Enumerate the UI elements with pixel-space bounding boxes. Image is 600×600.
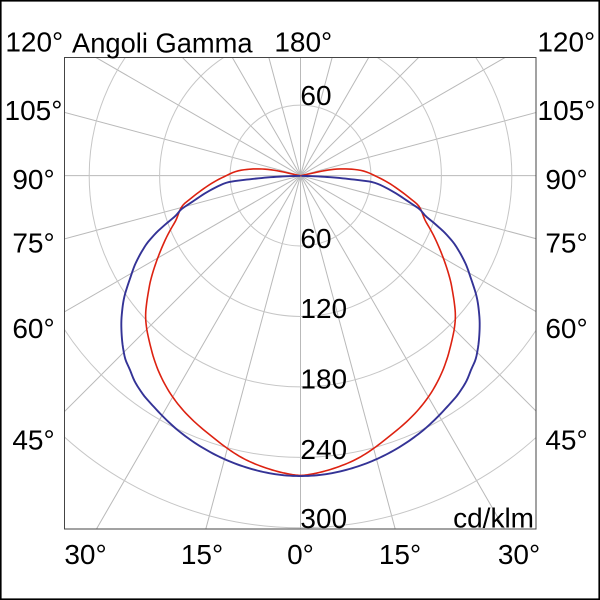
svg-text:30°: 30°	[64, 539, 106, 570]
svg-text:90°: 90°	[545, 164, 587, 195]
svg-text:90°: 90°	[12, 164, 54, 195]
svg-text:45°: 45°	[545, 425, 587, 456]
svg-text:30°: 30°	[498, 539, 540, 570]
svg-text:180°: 180°	[274, 27, 332, 58]
svg-text:75°: 75°	[545, 227, 587, 258]
svg-text:120°: 120°	[5, 27, 63, 58]
svg-text:60°: 60°	[12, 313, 54, 344]
svg-text:120°: 120°	[537, 27, 595, 58]
svg-text:60°: 60°	[545, 313, 587, 344]
svg-text:240: 240	[300, 434, 347, 465]
svg-text:60: 60	[300, 80, 331, 111]
svg-text:15°: 15°	[181, 539, 223, 570]
svg-text:180: 180	[300, 364, 347, 395]
svg-text:15°: 15°	[379, 539, 421, 570]
svg-text:60: 60	[300, 223, 331, 254]
svg-text:45°: 45°	[12, 425, 54, 456]
svg-text:75°: 75°	[12, 227, 54, 258]
svg-text:0°: 0°	[287, 539, 314, 570]
svg-text:105°: 105°	[538, 95, 596, 126]
svg-text:120: 120	[300, 293, 347, 324]
svg-text:105°: 105°	[5, 95, 63, 126]
svg-text:300: 300	[300, 503, 347, 534]
svg-text:cd/klm: cd/klm	[453, 503, 534, 534]
svg-text:Angoli Gamma: Angoli Gamma	[72, 28, 253, 59]
